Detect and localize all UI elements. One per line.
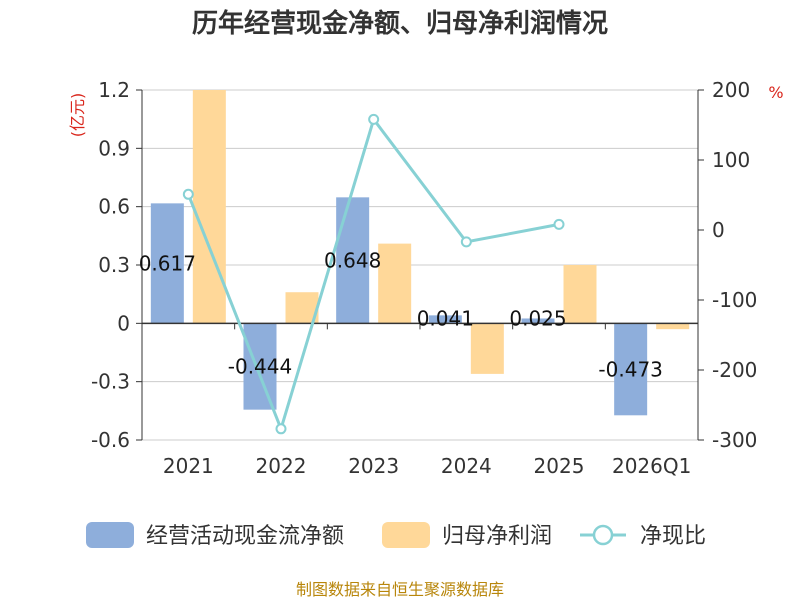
legend-label-ratio: 净现比 (640, 524, 706, 549)
legend-label-cashflow: 经营活动现金流净额 (146, 524, 344, 549)
profit-bar-2025 (563, 265, 597, 324)
right-tick-label: 200 (712, 78, 750, 102)
right-tick-label: 0 (712, 218, 725, 242)
cashflow-bar-2025 (521, 318, 555, 324)
right-tick-label: -200 (712, 358, 757, 382)
data-label-2024: 0.041 (417, 306, 474, 330)
category-label: 2024 (441, 454, 492, 478)
cashflow-bar-2022 (243, 323, 277, 410)
left-tick-label: 0.9 (98, 136, 130, 160)
cashflow-bar-2026Q1 (614, 323, 648, 416)
right-tick-label: -300 (712, 428, 757, 452)
ratio-point-2024 (460, 236, 472, 248)
chart-title: 历年经营现金净额、归母净利润情况 (192, 8, 608, 39)
ratio-point-2025 (553, 218, 565, 230)
category-label: 2021 (163, 454, 214, 478)
right-tick-label: 100 (712, 148, 750, 172)
ratio-point-2021 (182, 188, 194, 200)
legend-marker-ratio (592, 524, 614, 546)
data-label-2025: 0.025 (509, 306, 566, 330)
left-tick-label: 0.6 (98, 195, 130, 219)
category-label: 2023 (348, 454, 399, 478)
left-tick-label: 0.3 (98, 253, 130, 277)
data-label-2021: 0.617 (139, 251, 196, 275)
source-note: 制图数据来自恒生聚源数据库 (296, 580, 504, 599)
profit-bar-2026Q1 (656, 323, 690, 330)
ratio-point-2022 (275, 423, 287, 435)
data-label-2026Q1: -0.473 (598, 357, 662, 381)
category-label: 2025 (534, 454, 585, 478)
data-label-2023: 0.648 (324, 248, 381, 272)
profit-bar-2023 (378, 243, 412, 324)
cashflow-bar-2023 (336, 197, 370, 324)
profit-bar-2024 (470, 323, 504, 374)
right-tick-label: -100 (712, 288, 757, 312)
ratio-line (182, 113, 565, 435)
data-labels: 0.617 -0.444 0.648 0.041 0.025 -0.473 (139, 248, 663, 381)
legend: 经营活动现金流净额 归母净利润 净现比 (86, 522, 706, 549)
category-label: 2022 (256, 454, 307, 478)
left-tick-label: -0.3 (91, 370, 130, 394)
bars (150, 90, 690, 416)
legend-swatch-profit (382, 522, 430, 548)
axes: -0.6 -0.3 0 0.3 0.6 0.9 1.2 -300 -200 -100 0 100 200… (91, 78, 757, 478)
right-axis-unit: % (768, 83, 783, 102)
profit-bar-2021 (192, 90, 226, 324)
left-tick-label: 1.2 (98, 78, 130, 102)
left-tick-label: -0.6 (91, 428, 130, 452)
legend-swatch-cashflow (86, 522, 134, 548)
left-tick-label: 0 (117, 311, 130, 335)
cashflow-bar-2024 (428, 315, 462, 324)
left-axis-unit: (亿元) (68, 93, 87, 138)
data-label-2022: -0.444 (228, 355, 292, 379)
ratio-point-2023 (368, 113, 380, 125)
cashflow-bar-2021 (150, 203, 184, 324)
legend-label-profit: 归母净利润 (442, 524, 552, 549)
category-label: 2026Q1 (612, 454, 691, 478)
